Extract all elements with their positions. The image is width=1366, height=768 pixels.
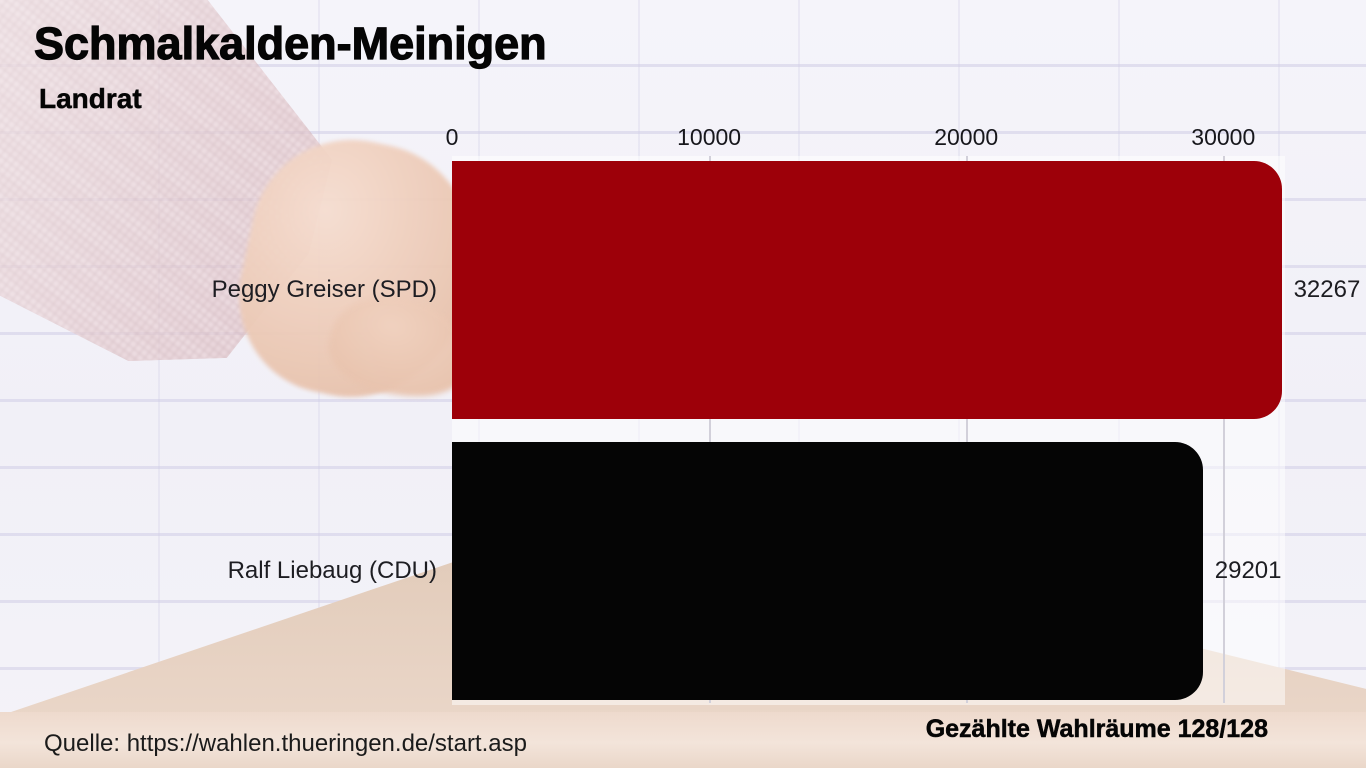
gridline (966, 156, 969, 703)
gridline (1223, 156, 1226, 703)
ballot-box-front-photo (0, 712, 1366, 768)
x-axis-tick-label: 30000 (1191, 124, 1256, 150)
page-title: Schmalkalden-Meinigen (33, 17, 547, 69)
bar-spd (452, 161, 1282, 419)
value-label: 32267 (1293, 276, 1361, 303)
page-subtitle: Landrat (39, 83, 142, 115)
x-axis-tick-label: 20000 (934, 124, 999, 150)
category-label: Ralf Liebaug (CDU) (227, 557, 437, 584)
gridline (709, 156, 712, 703)
source-text: Quelle: https://wahlen.thueringen.de/sta… (44, 730, 527, 757)
bar-cdu (452, 442, 1203, 700)
category-label: Peggy Greiser (SPD) (211, 276, 437, 303)
value-label: 29201 (1214, 557, 1282, 584)
x-axis-tick-label: 0 (445, 124, 459, 150)
x-axis-tick-label: 10000 (677, 124, 742, 150)
counted-precincts-status: Gezählte Wahlräume 128/128 (925, 715, 1268, 744)
